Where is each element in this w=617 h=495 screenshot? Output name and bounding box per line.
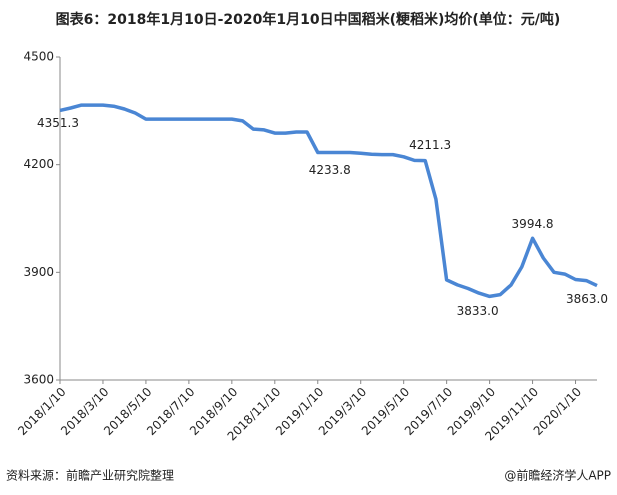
- chart-title: 图表6：2018年1月10日-2020年1月10日中国稻米(粳稻米)均价(单位：…: [56, 11, 561, 28]
- y-tick-label: 4500: [23, 50, 54, 64]
- data-label: 3994.8: [512, 217, 554, 231]
- data-label: 4351.3: [37, 116, 79, 130]
- data-label: 3863.0: [566, 292, 608, 306]
- y-tick-label: 4200: [23, 157, 54, 171]
- data-label: 4233.8: [309, 163, 351, 177]
- data-label: 3833.0: [457, 304, 499, 318]
- y-tick-label: 3600: [23, 373, 54, 387]
- data-label: 4211.3: [409, 138, 451, 152]
- source: 资料来源：前瞻产业研究院整理: [6, 468, 174, 483]
- y-tick-label: 3900: [23, 265, 54, 279]
- credit: @前瞻经济学人APP: [504, 468, 611, 483]
- line: [59, 103, 598, 299]
